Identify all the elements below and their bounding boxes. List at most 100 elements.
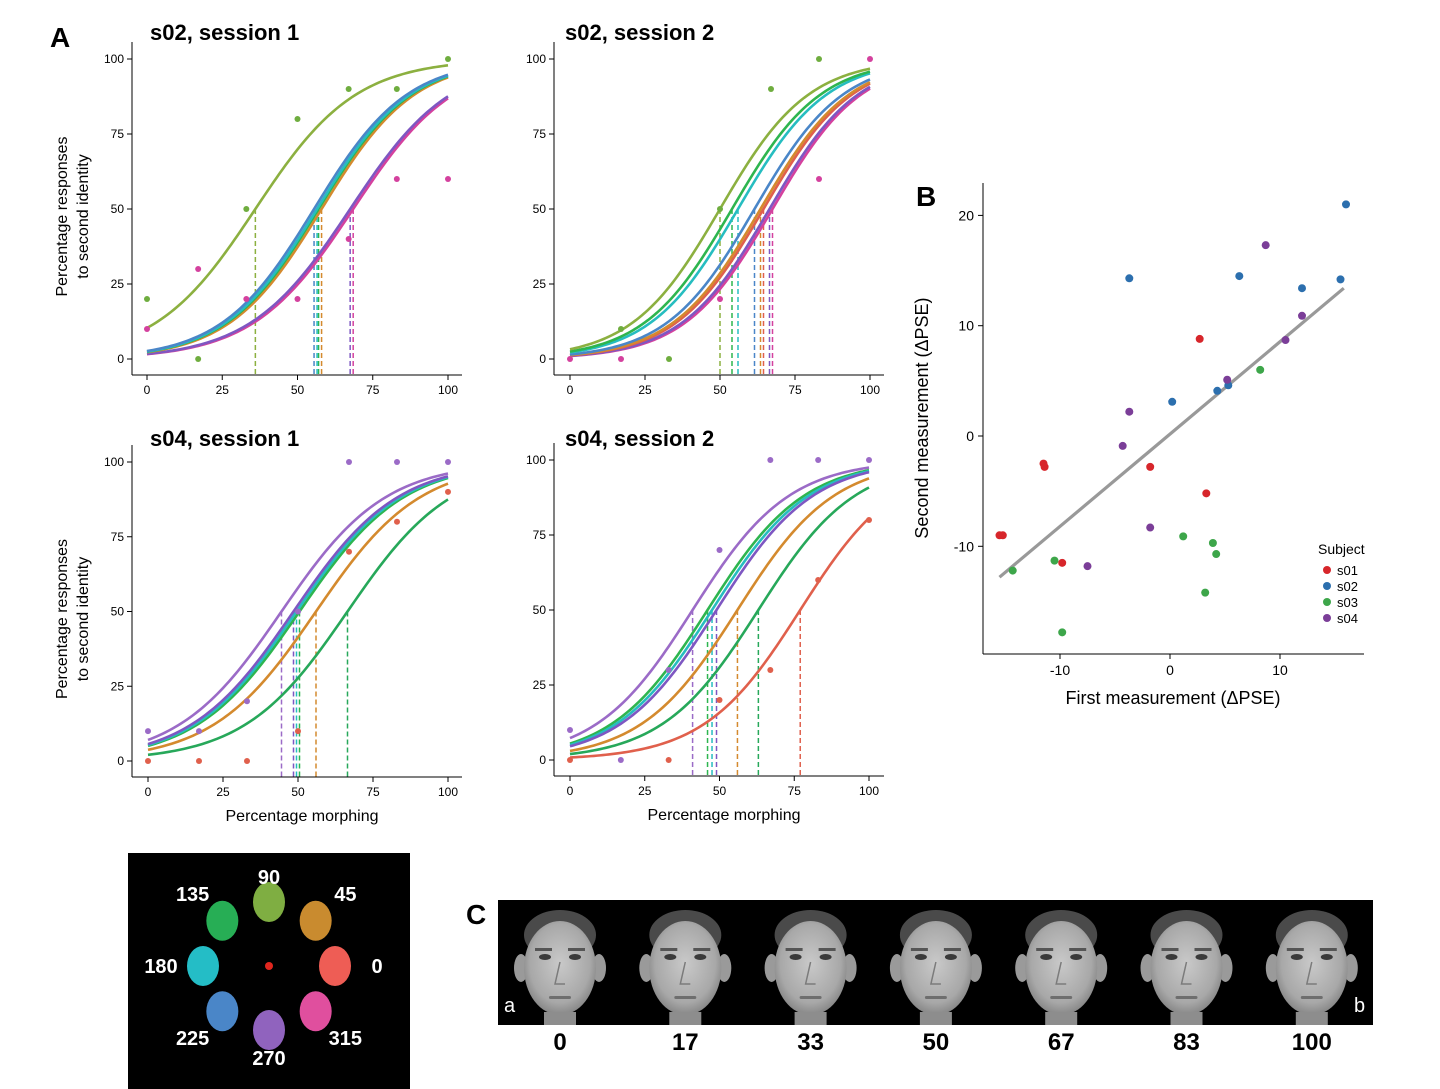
x-tick-label: 100	[438, 785, 458, 799]
data-point	[244, 698, 250, 705]
scatter-point-s02	[1235, 272, 1244, 281]
data-point	[294, 116, 301, 122]
data-point	[345, 86, 352, 92]
face-morph-label: 33	[797, 1029, 824, 1056]
face-nose	[1180, 961, 1192, 985]
data-point	[665, 757, 672, 763]
data-point	[717, 206, 723, 212]
face-skin	[649, 921, 722, 1015]
data-point	[567, 757, 573, 763]
data-point	[445, 459, 451, 465]
x-tick-label: 0	[144, 383, 151, 397]
x-tick-label: 100	[438, 383, 458, 397]
face-eye	[1320, 954, 1333, 960]
x-tick-label: 100	[859, 784, 879, 798]
face-brow	[1286, 948, 1304, 951]
face-image	[1265, 910, 1358, 1025]
data-point	[196, 758, 202, 764]
scatter-point-s03	[1256, 365, 1265, 374]
y-tick-label: 0	[966, 428, 974, 444]
face-nose	[804, 961, 816, 985]
data-point	[815, 577, 822, 583]
face-neck	[1045, 1012, 1078, 1025]
scatter-point-s01	[1058, 558, 1067, 567]
data-point	[394, 459, 400, 465]
dial-color-ellipse	[206, 991, 239, 1032]
face-morph-label: 67	[1048, 1029, 1075, 1056]
x-tick-label: 50	[291, 785, 305, 799]
face-skin	[1275, 921, 1348, 1015]
fit-curve	[147, 475, 449, 746]
face-brow	[1194, 948, 1212, 951]
x-tick-label: -10	[1050, 662, 1070, 678]
scatter-point-s03	[1179, 532, 1188, 541]
y-tick-label: 75	[111, 530, 125, 544]
data-point	[816, 56, 822, 62]
face-mouth	[924, 996, 947, 999]
y-axis-label-line1: Percentage responses	[54, 136, 71, 296]
scatter-point-s02	[1213, 386, 1222, 395]
x-tick-label: 25	[638, 784, 652, 798]
legend-label: s04	[1337, 611, 1358, 626]
scatter-point-s04	[1281, 336, 1290, 345]
dial-color-ellipse	[187, 946, 219, 986]
scatter-point-s04	[1261, 241, 1270, 250]
data-point	[716, 547, 723, 553]
y-tick-label: 0	[117, 754, 124, 768]
x-tick-label: 75	[366, 383, 380, 397]
face-neck	[1170, 1012, 1203, 1025]
x-tick-label: 10	[1272, 662, 1288, 678]
dial-angle-label: 270	[252, 1048, 285, 1070]
face-image	[639, 910, 732, 1025]
face-brow	[785, 948, 803, 951]
x-tick-label: 25	[216, 383, 230, 397]
y-tick-label: 100	[104, 52, 124, 66]
y-tick-label: 100	[526, 52, 546, 66]
scatter-point-s04	[1083, 562, 1092, 571]
face-brow	[1161, 948, 1179, 951]
face-eye	[944, 954, 957, 960]
face-eye	[1195, 954, 1208, 960]
scatter-point-s04	[1298, 311, 1306, 320]
face-skin	[524, 921, 596, 1015]
face-brow	[568, 948, 585, 951]
dial-color-ellipse	[299, 991, 332, 1032]
face-nose	[679, 961, 691, 985]
face-morph-label: 0	[553, 1029, 566, 1056]
scatter-point-s03	[1050, 556, 1059, 565]
face-corner-label-a: a	[504, 995, 516, 1017]
face-skin	[1150, 921, 1223, 1015]
data-point	[394, 518, 400, 525]
scatter-point-s02	[1298, 284, 1306, 293]
face-image	[1015, 910, 1108, 1025]
y-tick-label: 10	[958, 318, 974, 334]
data-point	[195, 266, 202, 272]
face-morph-label: 83	[1173, 1029, 1200, 1056]
fit-curve	[569, 70, 871, 353]
x-tick-label: 100	[860, 383, 880, 397]
data-point	[666, 356, 672, 362]
x-tick-label: 0	[1166, 662, 1174, 678]
data-point	[145, 758, 151, 764]
scatter-point-s02	[1336, 275, 1345, 284]
fit-curve	[569, 468, 870, 745]
y-tick-label: 50	[111, 605, 125, 619]
fixation-dot	[265, 962, 273, 970]
data-point	[195, 356, 202, 362]
y-tick-label: 100	[526, 453, 546, 467]
face-brow	[943, 948, 961, 951]
face-brow	[693, 948, 711, 951]
chart-s02-session2: s02, session 2 0 0 25 25 50 50 75 75 100 100	[526, 20, 884, 397]
data-point	[618, 356, 624, 362]
fit-curve	[147, 472, 449, 742]
scatter-point-s04	[1146, 523, 1155, 532]
face-corner-label-b: b	[1354, 995, 1365, 1017]
data-point	[815, 457, 822, 463]
dial-angle-label: 315	[329, 1028, 362, 1050]
dial-color-ellipse	[299, 900, 332, 941]
data-point	[145, 728, 151, 735]
scatter-point-s01	[998, 531, 1007, 540]
data-point	[867, 56, 873, 62]
y-tick-label: 50	[533, 202, 547, 216]
